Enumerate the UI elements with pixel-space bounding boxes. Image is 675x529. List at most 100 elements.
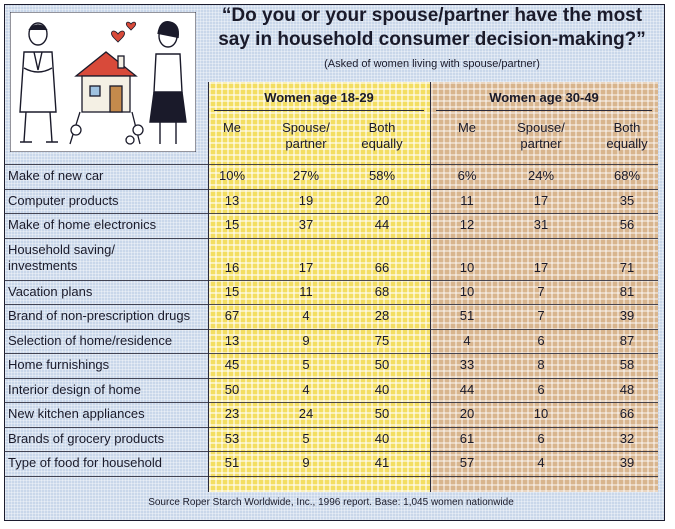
table-cell: 8 [537,357,545,372]
group-band-30-49 [430,82,658,492]
row-divider [4,353,658,354]
table-cell: 58% [368,168,396,183]
table-cell: 35 [619,192,635,208]
row-label: Type of food for household [8,455,162,470]
row-label: Interior design of home [8,381,141,397]
row-divider [4,164,658,165]
group-header-18-29: Women age 18-29 [264,90,374,105]
table-cell: 45 [224,357,240,372]
house-icon [69,51,144,145]
table-cell: 33 [459,357,475,372]
table-cell: 39 [619,455,635,470]
table-cell: 5 [302,430,310,446]
column-header: Me [222,120,242,135]
table-cell: 13 [224,332,240,348]
table-cell: 37 [298,217,314,232]
row-label: New kitchen appliances [8,406,145,421]
table-cell: 50 [374,357,390,372]
table-cell: 24 [298,406,314,421]
table-cell: 66 [619,406,635,421]
table-cell: 71 [619,259,635,275]
table-cell: 9 [302,332,310,348]
table-cell: 4 [302,308,310,323]
row-divider [4,213,658,214]
row-divider [4,451,658,452]
table-cell: 19 [298,192,314,208]
row-divider [4,237,658,239]
row-label: Vacation plans [8,283,93,299]
row-divider [4,377,658,379]
table-cell: 11 [299,283,313,299]
table-cell: 11 [460,192,474,208]
table-cell: 75 [374,332,390,348]
table-cell: 68 [374,283,390,299]
table-cell: 53 [224,430,240,446]
table-cell: 20 [374,192,390,208]
table-cell: 10 [459,259,475,275]
table-cell: 50 [224,381,240,397]
table-cell: 44 [459,381,475,397]
table-cell: 10 [533,406,549,421]
hearts-icon [111,21,137,43]
row-divider [4,279,658,281]
source-note: Source Roper Starch Worldwide, Inc., 199… [148,497,514,508]
table-cell: 40 [374,381,390,397]
table-cell: 16 [224,259,240,275]
table-cell: 7 [537,308,545,323]
table-cell: 15 [224,283,240,299]
table-cell: 51 [224,455,240,470]
row-divider [4,426,658,428]
table-cell: 67 [224,308,240,323]
row-label: Make of new car [8,168,104,183]
chart-title: “Do you or your spouse/partner have the … [218,5,646,50]
chart-subtitle: (Asked of women living with spouse/partn… [324,58,540,70]
table-cell: 17 [533,259,549,275]
table-cell: 66 [374,259,390,275]
row-label: Computer products [8,192,119,208]
table-cell: 57 [459,455,475,470]
table-cell: 61 [459,430,475,446]
table-cell: 24% [527,168,555,183]
column-header: Both equally [606,120,648,151]
row-divider [4,475,658,477]
table-cell: 56 [619,217,635,232]
table-cell: 4 [463,332,471,348]
row-label: Selection of home/residence [8,332,173,348]
row-divider [4,304,658,305]
table-cell: 6 [537,381,545,397]
table-cell: 6% [457,168,477,183]
table-cell: 6 [537,332,545,348]
table-cell: 9 [302,455,310,470]
table-cell: 28 [374,308,390,323]
group-band-18-29 [208,82,430,492]
table-cell: 6 [537,430,545,446]
column-header: Spouse/partner [282,120,330,151]
table-cell: 32 [619,430,635,446]
woman-icon [149,21,187,144]
table-cell: 15 [224,217,240,232]
group-rule [214,110,424,111]
table-cell: 50 [374,406,390,421]
man-icon [19,22,58,143]
row-divider [4,328,658,330]
table-cell: 41 [374,455,390,470]
table-cell: 20 [459,406,475,421]
column-header: Spouse/partner [517,120,565,151]
row-divider [4,188,658,190]
table-cell: 68% [613,168,641,183]
table-cell: 51 [459,308,475,323]
table-cell: 10 [459,283,475,299]
table-cell: 39 [619,308,635,323]
table-cell: 10% [218,168,246,183]
table-cell: 12 [459,217,475,232]
row-label: Make of home electronics [8,217,157,232]
table-cell: 48 [619,381,635,397]
row-label: Brand of non-prescription drugs [8,308,191,323]
table-cell: 58 [619,357,635,372]
row-label: Brands of grocery products [8,430,165,446]
couple-house-illustration [10,12,196,152]
table-cell: 4 [302,381,310,397]
row-divider [4,402,658,403]
table-cell: 40 [374,430,390,446]
row-label: Home furnishings [8,357,110,372]
